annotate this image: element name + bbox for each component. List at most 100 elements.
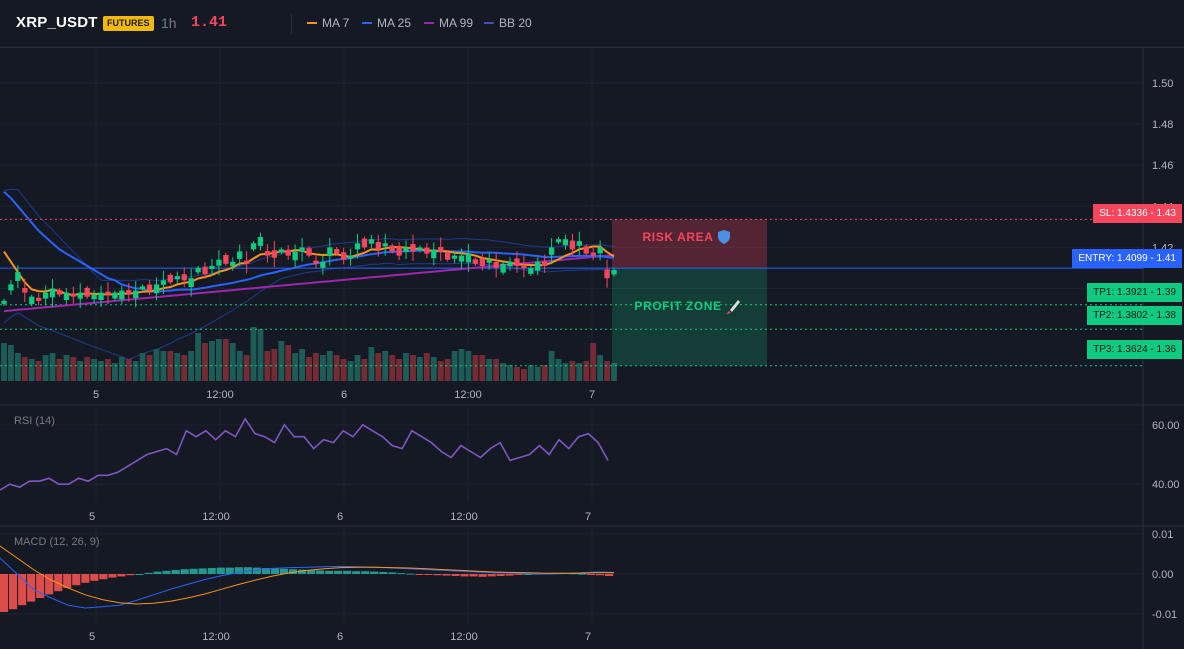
rocket-flame	[726, 311, 731, 314]
candle-body	[535, 261, 541, 271]
time-axis-tick: 12:00	[206, 389, 234, 401]
volume-bar	[458, 349, 465, 381]
rsi-pane	[0, 417, 609, 491]
time-axis-tick: 12:00	[450, 631, 478, 643]
symbol-name[interactable]: XRP_USDT	[16, 14, 98, 31]
shield-icon	[718, 230, 730, 244]
macd-histogram-bar	[234, 567, 243, 574]
volume-bars	[1, 327, 617, 381]
candle-body	[49, 288, 56, 298]
time-axis-tick: 6	[337, 631, 343, 643]
macd-histogram-bar	[586, 574, 595, 575]
candle-body	[590, 252, 596, 256]
time-axis-tick: 6	[337, 511, 343, 523]
volume-bar	[49, 353, 56, 381]
rocket-body	[730, 300, 740, 312]
time-axis-tick: 12:00	[450, 511, 478, 523]
volume-bar	[320, 355, 326, 381]
futures-badge: FUTURES	[103, 16, 154, 31]
volume-bar	[514, 367, 520, 381]
candle-body	[583, 246, 589, 254]
candle-body	[278, 249, 284, 253]
candle-body	[341, 252, 347, 260]
candle-body	[320, 261, 326, 268]
volume-bar	[35, 361, 42, 381]
volume-bar	[56, 359, 63, 381]
candle-body	[292, 251, 298, 261]
volume-bar	[299, 349, 305, 381]
legend-bb20[interactable]: BB 20	[484, 16, 532, 30]
legend-swatch	[424, 22, 434, 24]
macd-histogram-bar	[523, 574, 532, 575]
candle-body	[112, 292, 118, 299]
candle-body	[368, 239, 375, 244]
macd-histogram-bar	[343, 570, 352, 574]
legend-ma99[interactable]: MA 99	[424, 16, 473, 30]
volume-bar	[125, 359, 132, 381]
macd-axis-tick: -0.01	[1152, 609, 1177, 621]
legend-swatch	[307, 22, 317, 24]
macd-histogram-bar	[370, 571, 379, 574]
candle-body	[451, 255, 458, 259]
tp2-price-tag: TP2: 1.3802 - 1.38	[1087, 306, 1182, 325]
volume-bar	[354, 355, 361, 381]
volume-bar	[8, 345, 14, 381]
volume-bar	[611, 363, 617, 381]
volume-bar	[333, 355, 340, 381]
macd-signal-line	[0, 545, 614, 605]
volume-bar	[15, 353, 21, 381]
entry-price-tag: ENTRY: 1.4099 - 1.41	[1072, 249, 1182, 268]
macd-histogram-bar	[144, 572, 153, 574]
candle-body	[431, 249, 437, 259]
risk-area-label: RISK AREA	[643, 230, 714, 244]
candle-body	[105, 291, 111, 295]
volume-bar	[604, 361, 610, 381]
volume-bar	[597, 355, 603, 381]
time-axis-tick: 12:00	[454, 389, 482, 401]
time-axis-tick: 7	[585, 631, 591, 643]
volume-bar	[389, 355, 396, 381]
candle-body	[230, 261, 236, 267]
candles[interactable]	[1, 231, 617, 309]
macd-histogram-bar	[153, 571, 162, 574]
candle-body	[424, 247, 430, 254]
volume-bar	[63, 355, 70, 381]
candle-body	[569, 240, 576, 250]
price-axis-tick: 1.48	[1152, 119, 1173, 131]
legend-ma7[interactable]: MA 7	[307, 16, 349, 30]
macd-histogram-bar	[460, 574, 469, 577]
candle-body	[98, 292, 104, 300]
candle-body	[445, 252, 451, 260]
candle-body	[63, 292, 70, 300]
macd-histogram-bar	[424, 574, 433, 575]
candle-body	[174, 276, 180, 280]
volume-bar	[132, 361, 139, 381]
candle-body	[119, 290, 125, 300]
volume-bar	[216, 339, 222, 381]
candle-body	[271, 250, 277, 258]
tp3-price-tag: TP3: 1.3624 - 1.36	[1087, 340, 1182, 359]
time-axis-tick: 7	[589, 389, 595, 401]
timeframe-selector[interactable]: 1h	[161, 15, 177, 31]
candle-body	[195, 267, 201, 273]
candle-body	[56, 290, 63, 295]
legend-label: MA 25	[377, 16, 412, 30]
legend-ma25[interactable]: MA 25	[362, 16, 411, 30]
volume-bar	[285, 345, 292, 381]
macd-histogram-bar	[487, 574, 496, 577]
candle-body	[257, 237, 264, 246]
volume-bar	[472, 355, 479, 381]
candle-body	[70, 293, 76, 297]
candle-body	[1, 300, 7, 304]
candle-body	[479, 258, 485, 266]
volume-bar	[21, 357, 28, 381]
candle-body	[542, 261, 548, 266]
candle-body	[334, 249, 340, 254]
macd-histogram-bar	[379, 572, 388, 574]
volume-bar	[541, 365, 548, 381]
candle-body	[555, 239, 562, 243]
volume-bar	[70, 357, 77, 381]
volume-bar	[493, 359, 499, 381]
macd-histogram-bar	[252, 567, 261, 574]
